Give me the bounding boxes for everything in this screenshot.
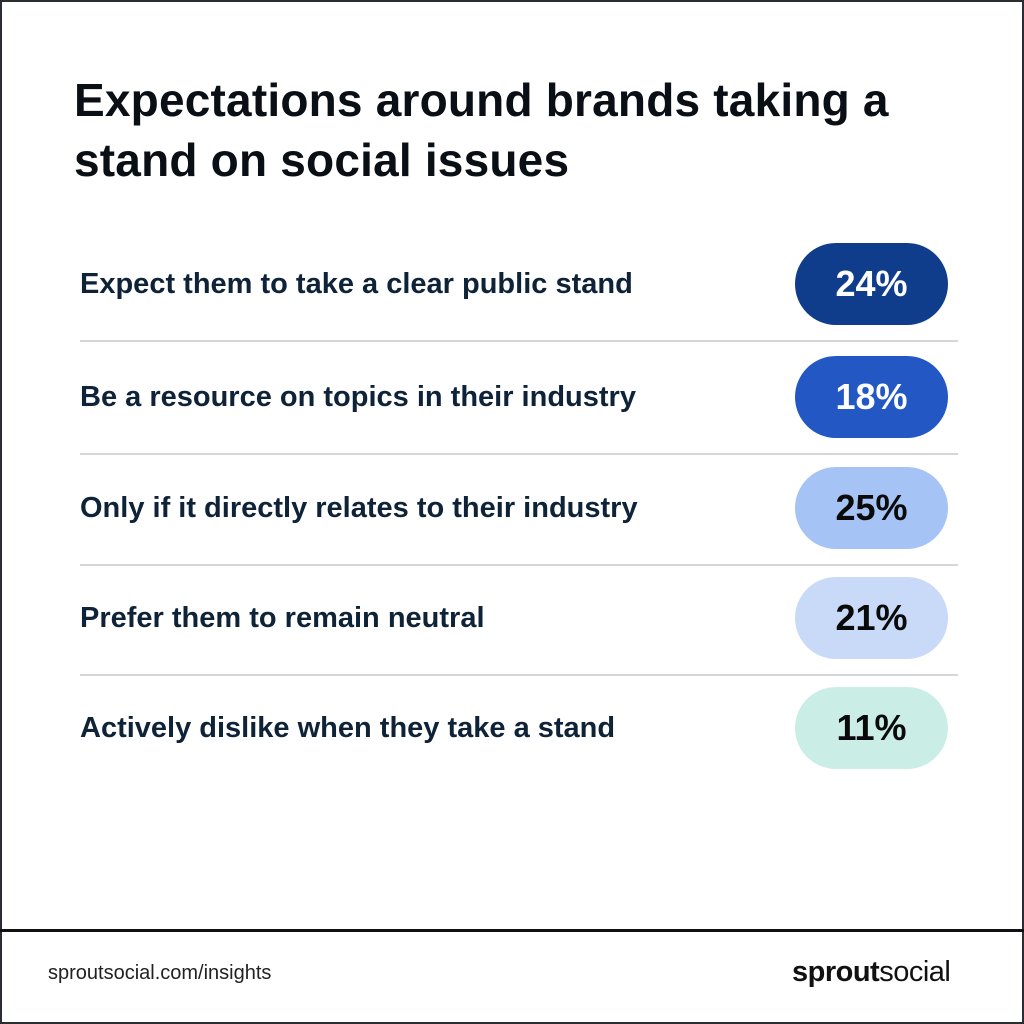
row-divider <box>80 564 958 566</box>
row-label: Only if it directly relates to their ind… <box>80 492 638 524</box>
chart-title: Expectations around brands taking a stan… <box>74 74 889 186</box>
table-row: Only if it directly relates to their ind… <box>80 453 958 563</box>
sproutsocial-logo: sproutsocial <box>792 956 951 989</box>
table-row: Be a resource on topics in their industr… <box>80 342 958 452</box>
value-pill: 24% <box>795 243 948 325</box>
row-label: Be a resource on topics in their industr… <box>80 381 636 413</box>
footer-divider <box>0 929 1024 932</box>
row-divider <box>80 674 958 676</box>
row-label: Actively dislike when they take a stand <box>80 712 616 744</box>
logo-light: social <box>879 956 951 988</box>
table-row: Prefer them to remain neutral 21% <box>80 563 958 673</box>
value-pill: 11% <box>795 687 948 769</box>
footer-url[interactable]: sproutsocial.com/insights <box>48 962 272 984</box>
row-divider <box>80 340 958 342</box>
row-label: Expect them to take a clear public stand <box>80 268 633 300</box>
row-label: Prefer them to remain neutral <box>80 602 485 634</box>
value-pill: 21% <box>795 577 948 659</box>
row-divider <box>80 453 958 455</box>
value-pill: 25% <box>795 467 948 549</box>
table-row: Actively dislike when they take a stand 1… <box>80 673 958 783</box>
logo-bold: sprout <box>792 956 880 988</box>
value-pill: 18% <box>795 356 948 438</box>
table-row: Expect them to take a clear public stand… <box>80 229 958 339</box>
